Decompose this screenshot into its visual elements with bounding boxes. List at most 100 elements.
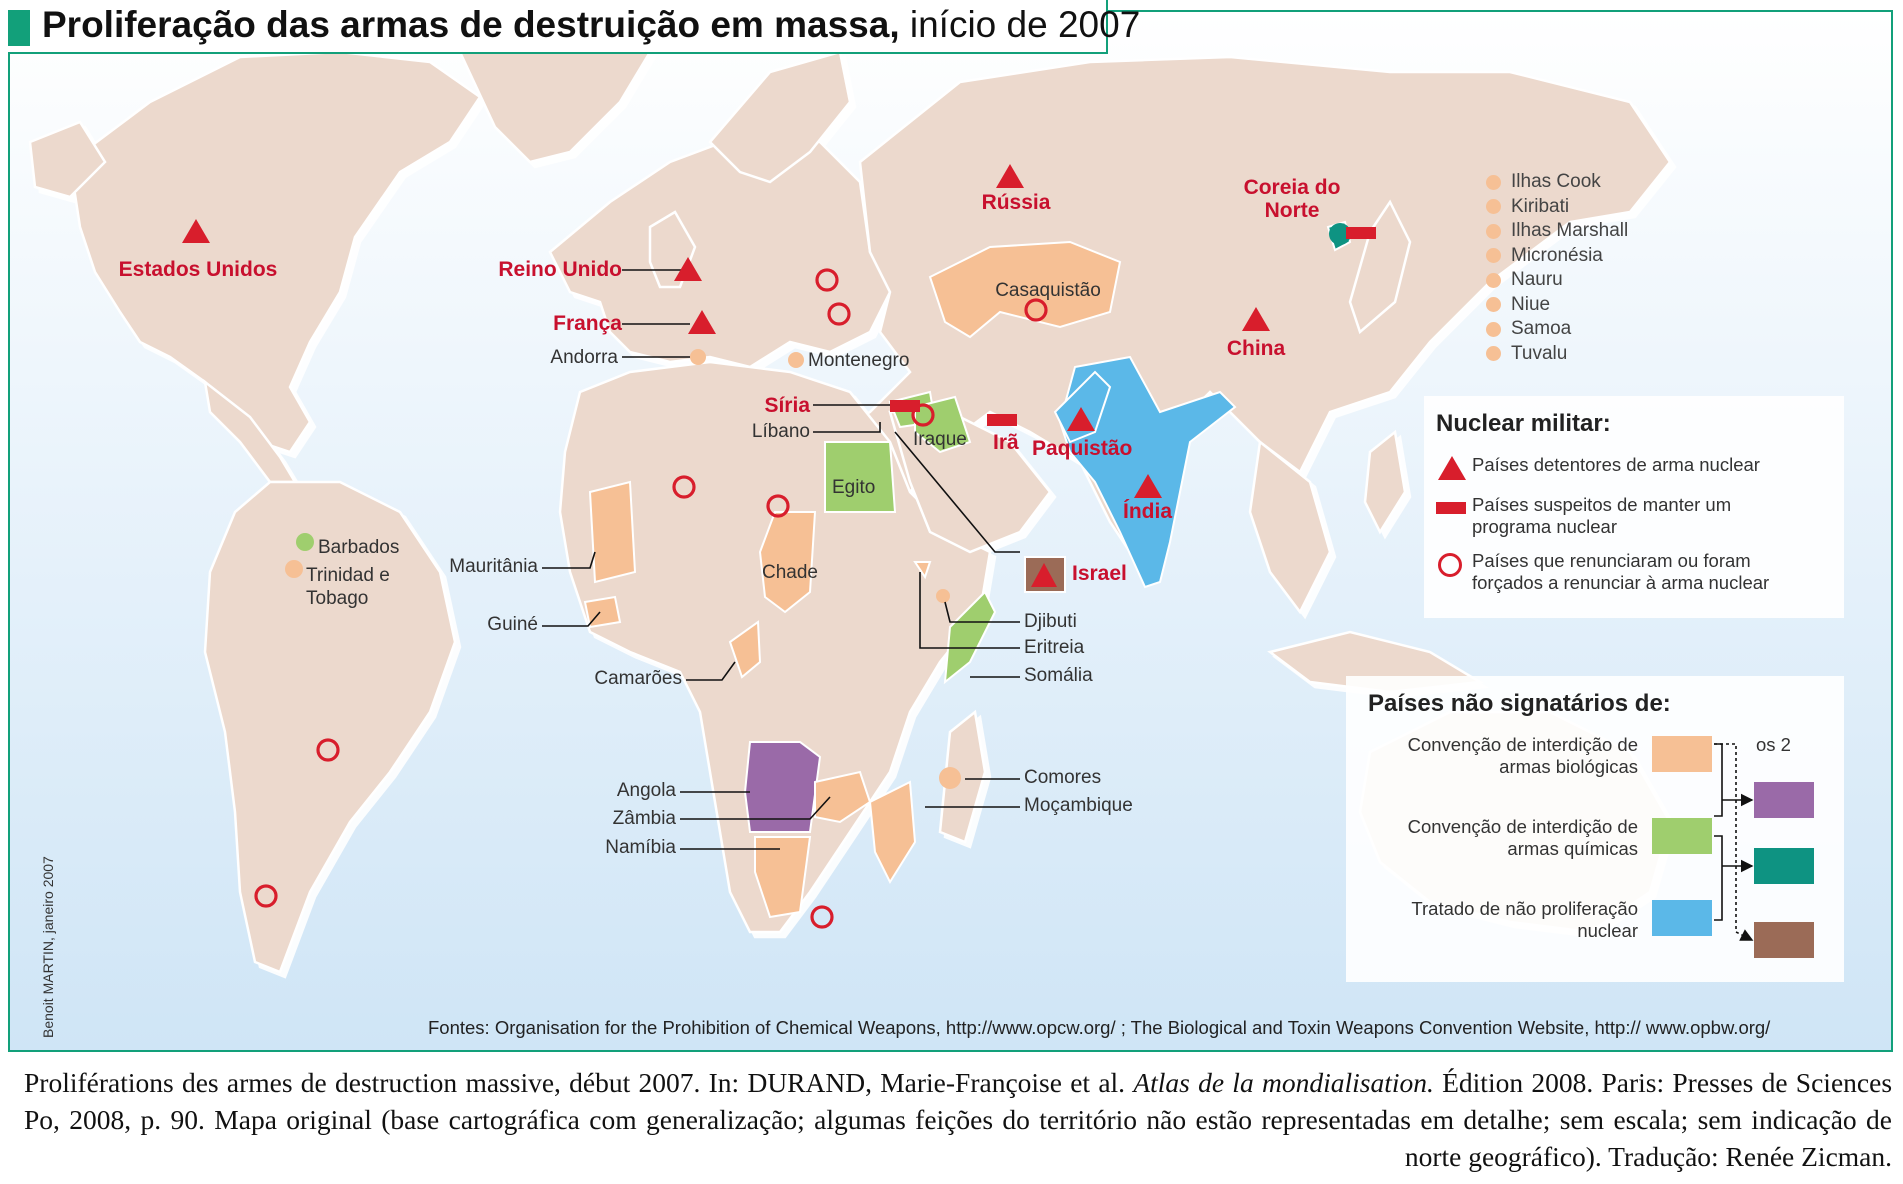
eritrea-fill [913,561,932,580]
small-dots [285,223,1351,789]
label-mauritania: Mauritânia [449,556,538,577]
label-mozambique: Moçambique [1024,795,1133,816]
pacific-islands-list: Ilhas Cook Kiribati Ilhas Marshall Micro… [1486,170,1628,366]
southeast-asia [1248,439,1332,615]
barbados-dot [296,533,314,551]
list-item: Tuvalu [1486,342,1628,367]
legend-chem-label: Convenção de interdição de armas química… [1407,816,1638,859]
dot-icon [1486,272,1501,288]
label-guinea: Guiné [487,614,538,635]
legend-nuclear-title: Nuclear militar: [1436,410,1611,437]
andorra-dot [690,349,706,365]
ring-icon [672,475,696,499]
list-item: Ilhas Cook [1486,170,1628,195]
label-iraq: Iraque [913,429,967,450]
label-egypt: Egito [832,477,876,498]
label-israel: Israel [1072,562,1127,585]
dot-icon [1486,199,1501,215]
caption: Proliférations des armes de destruction … [24,1067,1893,1172]
swatch-bio [1652,736,1712,772]
label-comoros: Comores [1024,767,1102,788]
label-usa: Estados Unidos [118,258,278,281]
legend-both-label: os 2 [1756,734,1791,755]
label-montenegro: Montenegro [808,350,910,371]
nkorea-bar-icon [1346,227,1376,239]
label-uk: Reino Unido [498,258,622,281]
map-frame: Estados Unidos Reino Unido França Andorr… [8,10,1893,1052]
legend-item: Países suspeitos de manter um programa n… [1436,494,1792,538]
greenland [458,35,652,164]
swatch-bio-npt [1754,922,1814,958]
label-kazakhstan: Casaquistão [995,280,1101,301]
djibouti-dot [936,589,950,603]
dot-icon [1486,346,1501,362]
list-item: Nauru [1486,268,1628,293]
legend-item: Países que renunciaram ou foram forçados… [1436,550,1812,594]
syria-bar-icon [890,400,920,412]
leader-lines [542,269,1020,850]
label-russia: Rússia [981,191,1051,214]
dot-icon [1486,297,1501,313]
pakistan-fill [1053,370,1112,444]
renounced-rings [254,268,1048,929]
label-andorra: Andorra [550,347,618,368]
dot-icon [1486,223,1501,239]
scandinavia [708,50,852,184]
cameroon-fill [728,620,762,679]
india-fill [1058,355,1237,589]
legend-treaty-title: Países não signatários de: [1368,690,1671,717]
label-barbados: Barbados [318,537,400,558]
ring-icon [766,494,790,518]
bar-icon [1436,494,1472,522]
world-map [28,35,1672,974]
namibia-fill [754,836,812,919]
ring-icon [827,302,851,326]
label-trinidad: Trinidad e Tobago [306,565,390,609]
page-title: Proliferação das armas de destruição em … [42,4,1141,45]
ring-icon [316,738,340,762]
swatch-npt [1652,900,1712,936]
list-item: Ilhas Marshall [1486,219,1628,244]
chad-fill [758,511,817,614]
ring-icon [911,403,935,427]
list-item: Samoa [1486,317,1628,342]
south-america [203,480,457,974]
label-somalia: Somália [1024,665,1093,686]
legend-npt-label: Tratado de não proliferação nuclear [1411,898,1638,941]
list-item: Niue [1486,293,1628,318]
ring-icon [1436,550,1472,578]
label-djibouti: Djibuti [1024,611,1077,632]
credit: Benoit MARTIN, janeiro 2007 [40,856,56,1038]
label-china: China [1226,337,1286,360]
iran-bar-icon [987,414,1017,426]
philippines [1363,429,1407,535]
label-lebanon: Líbano [751,421,810,442]
legend-treaty: Países não signatários de: Convenção de … [1346,676,1844,982]
dot-icon [1486,321,1501,337]
swatch-chem [1652,818,1712,854]
israel-triangle-icon [1031,563,1057,587]
sources: Fontes: Organisation for the Prohibition… [428,1017,1771,1038]
montenegro-dot [788,352,804,368]
uk-triangle-icon [674,257,702,281]
egypt-fill [824,441,897,513]
china-triangle-icon [1242,307,1270,331]
ring-icon [815,268,839,292]
dot-icon [1486,174,1501,190]
ring-icon [1024,298,1048,322]
label-cameroon: Camarões [594,668,682,689]
japan [1348,199,1412,335]
trinidad-dot [285,560,303,578]
zambia-fill [814,770,872,824]
north-america [68,50,482,454]
russia-triangle-icon [996,164,1024,188]
label-angola: Angola [616,780,676,801]
nuclear-markers [182,164,1376,587]
france-triangle-icon [688,310,716,334]
alaska [28,120,107,199]
list-item: Micronésia [1486,244,1628,269]
comoros-dot [939,767,961,789]
ring-icon [254,884,278,908]
title-box: Proliferação das armas de destruição em … [8,0,1140,54]
title-tab [8,10,30,46]
